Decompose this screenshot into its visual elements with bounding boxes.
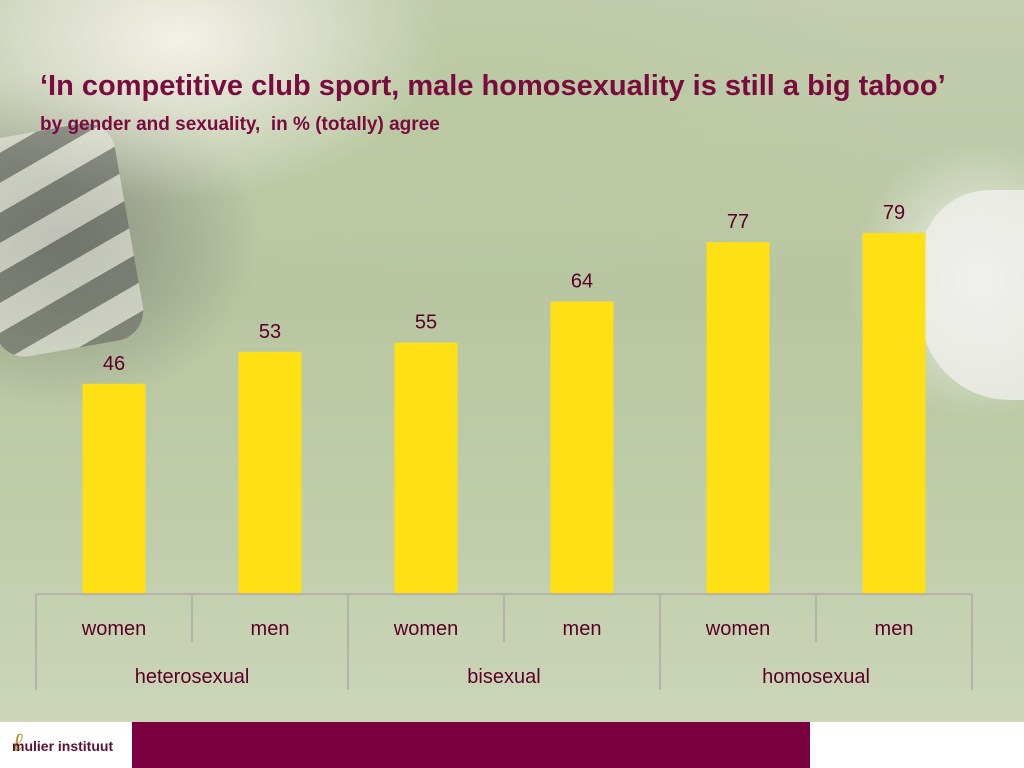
category-label-2: women xyxy=(393,618,458,640)
bar-1 xyxy=(238,351,302,594)
bar-0 xyxy=(82,383,146,594)
slide-background xyxy=(0,0,1024,722)
bar-2 xyxy=(394,342,458,594)
data-label-1: 53 xyxy=(259,321,281,343)
data-label-4: 77 xyxy=(727,211,749,233)
category-label-0: women xyxy=(81,618,146,640)
footer-bar xyxy=(132,722,810,768)
bar-5 xyxy=(862,232,926,594)
group-label-homosexual: homosexual xyxy=(762,666,870,688)
bar-3 xyxy=(550,301,614,594)
logo-mark: ℓ xyxy=(12,728,23,758)
group-label-bisexual: bisexual xyxy=(467,666,540,688)
category-label-5: men xyxy=(875,618,914,640)
bar-4 xyxy=(706,242,770,595)
logo-text: mulier instituut xyxy=(12,738,114,754)
logo: ℓ mulier instituut xyxy=(0,722,132,768)
data-label-5: 79 xyxy=(883,202,905,224)
data-label-2: 55 xyxy=(415,312,437,334)
group-label-heterosexual: heterosexual xyxy=(135,666,250,688)
category-label-4: women xyxy=(705,618,770,640)
bar-chart: 46 women 53 men 55 women 64 men 77 women 79 men hete… xyxy=(35,202,973,690)
data-label-0: 46 xyxy=(103,353,125,375)
chart-title: ‘In competitive club sport, male homosex… xyxy=(40,70,946,102)
category-label-1: men xyxy=(251,618,290,640)
data-label-3: 64 xyxy=(571,271,593,293)
category-label-3: men xyxy=(563,618,602,640)
chart-subtitle: by gender and sexuality, in % (totally) … xyxy=(40,114,440,135)
